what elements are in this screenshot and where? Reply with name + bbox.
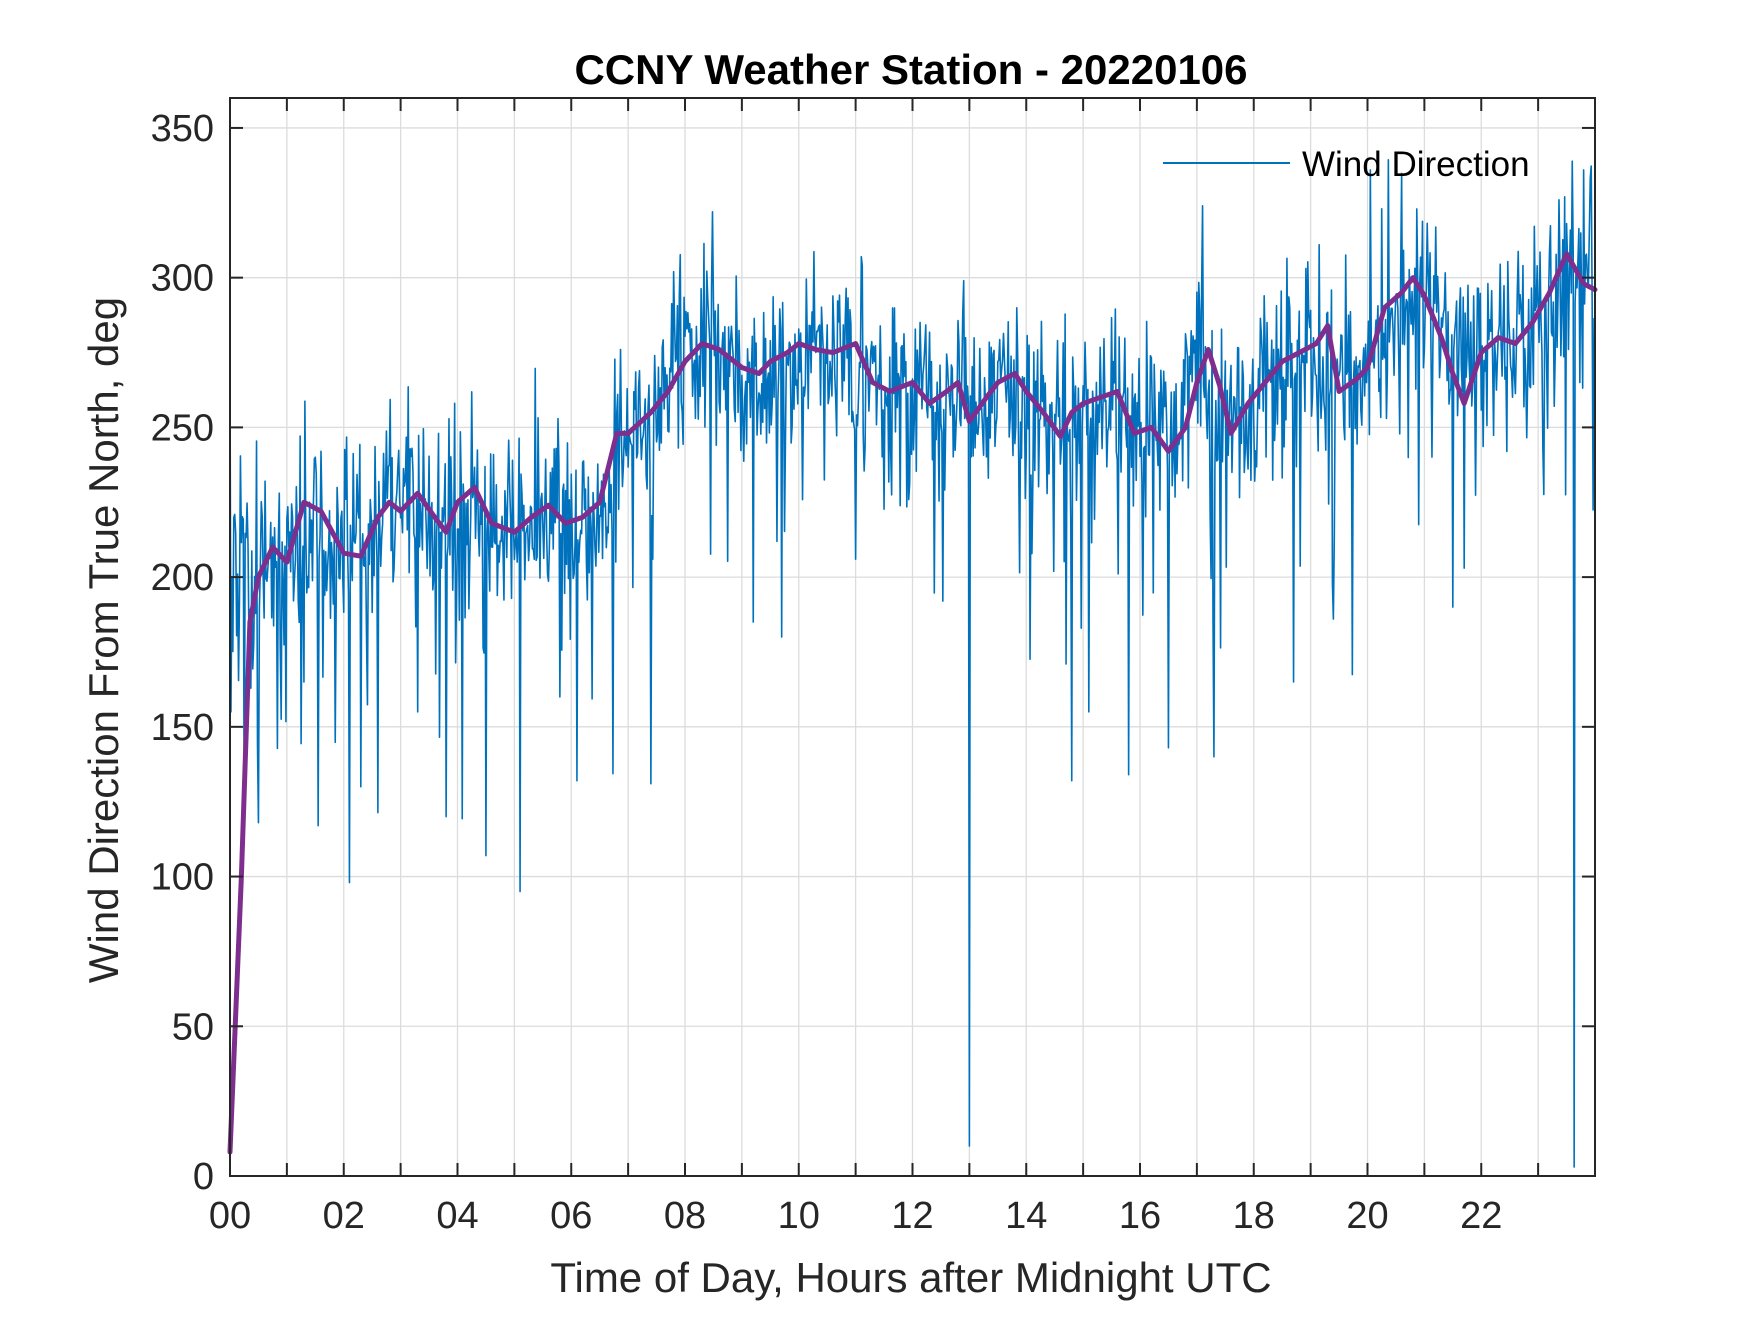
x-tick-label: 14 [1005,1195,1047,1237]
tick-layer [229,98,1596,1177]
x-tick-label: 20 [1346,1195,1388,1237]
chart-title: CCNY Weather Station - 20220106 [574,46,1247,93]
x-tick-label: 04 [436,1195,478,1237]
y-tick-label: 250 [151,407,214,449]
series-layer [227,158,1598,1168]
x-tick-label: 00 [209,1195,251,1237]
y-tick-label: 0 [193,1156,214,1198]
y-tick-label: 350 [151,108,214,150]
x-axis-label: Time of Day, Hours after Midnight UTC [550,1254,1271,1301]
x-tick-label: 10 [778,1195,820,1237]
y-tick-label: 150 [151,707,214,749]
y-tick-labels: 0 50 100 150 200 250 300 350 [151,108,214,1198]
x-tick-label: 12 [891,1195,933,1237]
x-tick-labels: 00 02 04 06 08 10 12 14 16 18 20 22 [209,1195,1503,1237]
y-axis-label: Wind Direction From True North, deg [80,297,127,983]
x-tick-label: 18 [1233,1195,1275,1237]
y-tick-label: 50 [172,1006,214,1048]
legend: Wind Direction [1163,145,1530,184]
legend-label-wind-direction: Wind Direction [1302,145,1530,184]
y-tick-label: 300 [151,258,214,300]
x-tick-label: 02 [323,1195,365,1237]
y-tick-label: 200 [151,557,214,599]
y-tick-label: 100 [151,857,214,899]
x-tick-label: 16 [1119,1195,1161,1237]
x-tick-label: 08 [664,1195,706,1237]
x-tick-label: 06 [550,1195,592,1237]
series-line-running-mean [227,251,1598,1155]
series-line-wind-direction [229,158,1595,1168]
x-tick-label: 22 [1460,1195,1502,1237]
